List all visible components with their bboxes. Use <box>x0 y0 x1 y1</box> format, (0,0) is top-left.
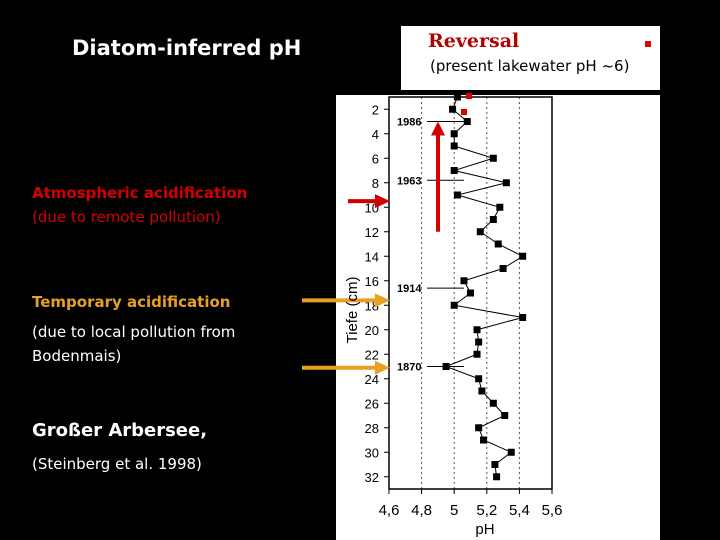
ph-point <box>519 314 527 321</box>
y-axis-label: Tiefe (cm) <box>344 277 361 344</box>
reversal-title: Reversal <box>428 30 520 52</box>
x-axis-label: pH <box>475 521 494 538</box>
reversal-marker <box>645 41 651 47</box>
y-tick-label: 30 <box>365 445 379 460</box>
y-tick-label: 2 <box>372 102 379 117</box>
ph-point <box>450 167 458 174</box>
ph-point <box>473 350 481 358</box>
ph-point <box>496 203 504 211</box>
ph-point <box>450 130 458 138</box>
slide-title: Diatom-inferred pH <box>72 36 302 60</box>
ph-point <box>507 448 515 456</box>
y-tick-label: 14 <box>365 249 379 264</box>
reversal-note: (present lakewater pH ~6) <box>430 57 630 75</box>
annotation-arrow-head <box>375 293 390 308</box>
reversal-arrow-head <box>431 121 445 136</box>
ph-point <box>489 154 497 162</box>
atmospheric-acidification-title: Atmospheric acidification <box>32 184 248 202</box>
temporary-acidification-title: Temporary acidification <box>32 293 231 311</box>
y-tick-label: 4 <box>372 127 379 142</box>
reversal-panel <box>401 26 660 90</box>
ph-point <box>478 387 486 395</box>
ph-point <box>453 191 461 199</box>
y-tick-label: 16 <box>365 274 379 289</box>
ph-point <box>475 424 483 432</box>
ph-point <box>493 473 501 481</box>
date-marker-label: 1914 <box>397 283 422 295</box>
y-tick-label: 22 <box>365 347 379 362</box>
citation: (Steinberg et al. 1998) <box>32 455 202 473</box>
ph-point <box>499 265 507 272</box>
temporary-acidification-subtitle: (due to local pollution from Bodenmais) <box>32 323 236 365</box>
y-tick-label: 6 <box>372 151 379 166</box>
ph-point <box>473 326 481 334</box>
ph-point <box>476 228 484 236</box>
x-tick-label: 5,4 <box>509 502 530 519</box>
ph-point <box>453 93 461 101</box>
x-tick-label: 5,2 <box>476 502 497 519</box>
site-name: Großer Arbersee, <box>32 420 208 441</box>
ph-point <box>502 179 510 187</box>
annotation-arrow-head <box>375 194 390 209</box>
reversal-value-marker <box>466 93 472 99</box>
y-tick-label: 12 <box>365 225 379 240</box>
y-tick-label: 8 <box>372 176 379 191</box>
ph-series <box>442 93 527 481</box>
annotation-arrows <box>302 93 472 375</box>
ph-point <box>450 142 458 150</box>
ph-point <box>519 252 527 260</box>
y-tick-label: 32 <box>365 470 379 485</box>
ph-point <box>449 105 457 113</box>
ph-point <box>475 338 483 346</box>
date-marker-label: 1986 <box>397 117 421 129</box>
ph-point <box>494 240 502 248</box>
ph-point <box>467 289 474 297</box>
ph-point <box>489 399 497 407</box>
x-tick-label: 4,6 <box>379 502 400 519</box>
ph-point <box>463 118 471 125</box>
y-tick-label: 24 <box>365 372 379 387</box>
y-tick-label: 20 <box>365 323 379 338</box>
ph-point <box>475 375 483 383</box>
y-tick-label: 26 <box>365 396 379 411</box>
ph-point <box>489 216 497 223</box>
x-tick-label: 5,6 <box>542 502 563 519</box>
x-tick-label: 5 <box>450 502 458 519</box>
ph-point <box>460 277 468 285</box>
atmospheric-acidification-subtitle: (due to remote pollution) <box>32 208 221 226</box>
date-markers: 1986 1963 1914 1870 <box>397 117 464 374</box>
ph-point <box>480 436 488 444</box>
ph-point <box>450 301 458 309</box>
date-marker-label: 1963 <box>397 175 421 187</box>
annotation-arrow-head <box>375 360 390 375</box>
x-tick-label: 4,8 <box>411 502 432 519</box>
reversal-value-marker <box>461 109 467 115</box>
ph-point <box>501 412 509 419</box>
y-tick-label: 28 <box>365 421 379 436</box>
ph-point <box>491 461 499 468</box>
date-marker-label: 1870 <box>397 362 421 374</box>
axis-ticks: 4,6 4,8 5 5,2 5,4 5,6246810121416182022242628… <box>365 102 563 519</box>
